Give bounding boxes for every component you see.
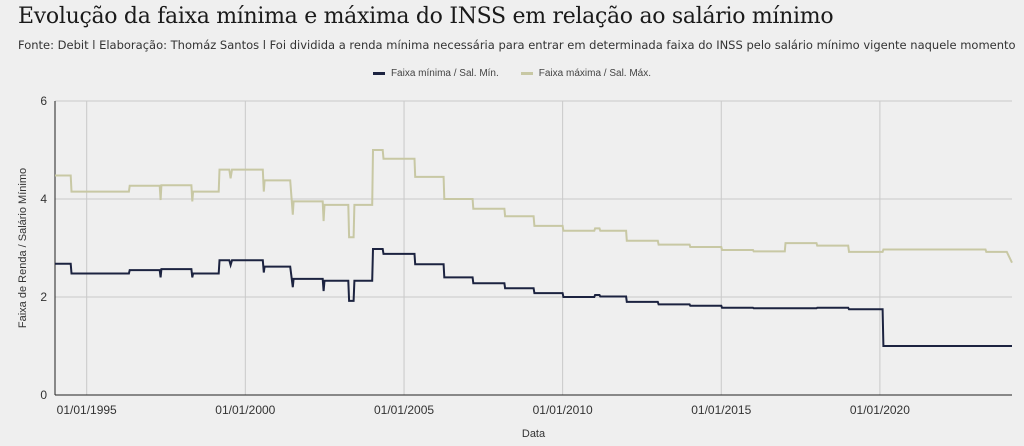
y-axis-title: Faixa de Renda / Salário Mínimo: [17, 168, 29, 328]
series-line-min: [55, 248, 1012, 347]
y-tick-label: 6: [40, 94, 47, 108]
legend-swatch-min: [372, 72, 385, 75]
legend-swatch-max: [520, 72, 533, 75]
chart-title: Evolução da faixa mínima e máxima do INS…: [18, 4, 834, 29]
legend-label-min: Faixa mínima / Sal. Mín.: [390, 68, 499, 79]
legend-label-max: Faixa máxima / Sal. Máx.: [538, 68, 652, 79]
x-tick-label: 01/01/2010: [533, 403, 593, 417]
x-tick-label: 01/01/1995: [57, 403, 117, 417]
y-tick-label: 2: [40, 290, 47, 304]
x-tick-label: 01/01/2020: [850, 403, 910, 417]
x-tick-label: 01/01/2015: [691, 403, 751, 417]
y-tick-label: 0: [40, 388, 47, 402]
x-tick-label: 01/01/2005: [374, 403, 434, 417]
chart-subtitle: Fonte: Debit l Elaboração: Thomáz Santos…: [18, 38, 1016, 52]
chart-legend: Faixa mínima / Sal. Mín. Faixa máxima / …: [0, 68, 1024, 79]
series-line-max: [55, 149, 1013, 264]
legend-item-min: Faixa mínima / Sal. Mín.: [372, 68, 499, 79]
x-tick-label: 01/01/2000: [215, 403, 275, 417]
x-axis-title: Data: [522, 428, 546, 440]
legend-item-max: Faixa máxima / Sal. Máx.: [520, 68, 652, 79]
y-tick-label: 4: [40, 192, 47, 206]
